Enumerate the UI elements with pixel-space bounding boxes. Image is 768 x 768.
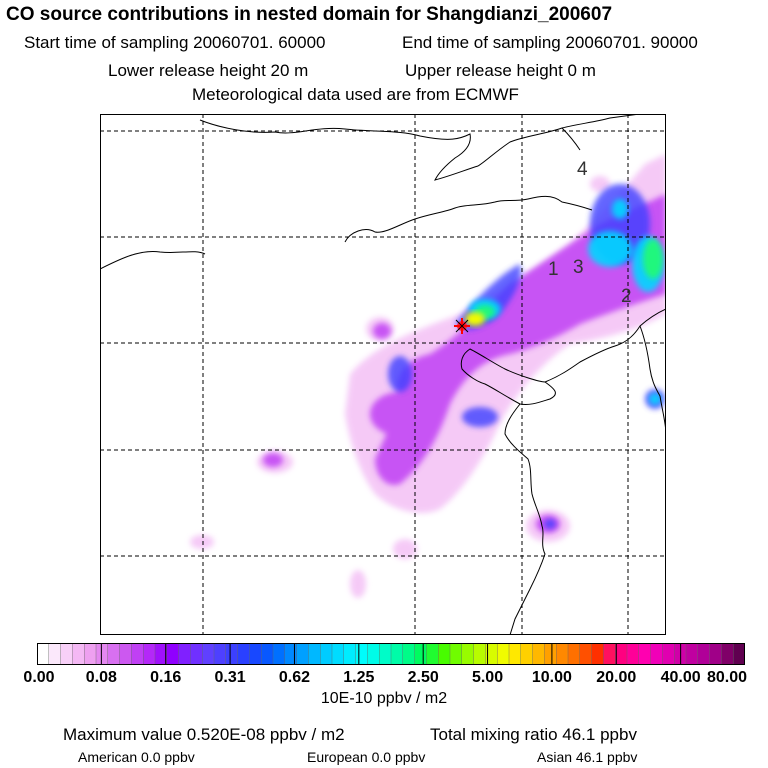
total-mixing-ratio-label: Total mixing ratio 46.1 ppbv <box>430 725 637 744</box>
colorbar-cell <box>272 643 286 665</box>
colorbar-cell <box>508 643 522 665</box>
colorbar-units: 10E-10 ppbv / m2 <box>320 690 448 707</box>
colorbar-cell <box>367 643 380 665</box>
colorbar-cell <box>638 643 652 665</box>
colorbar-cell <box>615 643 628 665</box>
colorbar-cell <box>48 643 62 665</box>
colorbar-cell <box>532 643 545 665</box>
colorbar-cell <box>166 643 180 665</box>
colorbar-tick-label: 2.50 <box>407 669 439 686</box>
colorbar-tick-label: 0.31 <box>214 669 246 686</box>
colorbar-cell <box>461 643 475 665</box>
colorbar-cell <box>650 643 663 665</box>
colorbar-cell <box>591 643 604 665</box>
colorbar-cell <box>414 643 427 665</box>
colorbar-tick-label: 0.16 <box>150 669 182 686</box>
colorbar-cell <box>379 643 392 665</box>
colorbar-cell <box>497 643 510 665</box>
colorbar-cell <box>579 643 593 665</box>
colorbar-cell <box>249 643 262 665</box>
colorbar-cell <box>107 643 121 665</box>
map-frame <box>100 114 666 635</box>
colorbar-cell <box>296 643 309 665</box>
plume-yellow <box>465 312 485 326</box>
lower-release-height-label: Lower release height 20 m <box>108 61 309 80</box>
colorbar-cell <box>119 643 132 665</box>
colorbar-cell <box>213 643 227 665</box>
region-label-2: 2 <box>621 286 632 307</box>
colorbar-tick-label: 80.00 <box>706 669 748 686</box>
colorbar-tick-label: 0.08 <box>85 669 117 686</box>
colorbar-tick-label: 5.00 <box>471 669 504 686</box>
colorbar-cell <box>567 643 581 665</box>
colorbar-cell <box>473 643 486 665</box>
maximum-value-label: Maximum value 0.520E-08 ppbv / m2 <box>63 725 345 744</box>
colorbar-cell <box>685 643 699 665</box>
meteorological-data-label: Meteorological data used are from ECMWF <box>192 85 519 104</box>
colorbar-cell <box>320 643 333 665</box>
colorbar-tick-label: 1.25 <box>343 669 375 686</box>
colorbar-cell <box>308 643 321 665</box>
colorbar-tick-label: 0.62 <box>278 669 311 686</box>
colorbar-cell <box>201 643 215 665</box>
upper-release-height-label: Upper release height 0 m <box>405 61 596 80</box>
colorbar-cell <box>237 643 250 665</box>
plot-title: CO source contributions in nested domain… <box>6 4 613 25</box>
colorbar-cell <box>733 643 745 665</box>
colorbar-cell <box>402 643 416 665</box>
colorbar-cell <box>721 643 734 665</box>
colorbar-cell <box>603 643 616 665</box>
colorbar-cell <box>449 643 463 665</box>
start-time-label: Start time of sampling 20060701. 60000 <box>24 33 326 52</box>
colorbar-cell <box>72 643 85 665</box>
colorbar-cell <box>225 643 239 665</box>
colorbar-cell <box>426 643 439 665</box>
colorbar-cell <box>131 643 144 665</box>
colorbar-cell <box>60 643 73 665</box>
colorbar-cell <box>390 643 404 665</box>
receptor-site-marker <box>454 318 470 334</box>
colorbar-cell <box>544 643 557 665</box>
colorbar-cell <box>84 643 97 665</box>
colorbar-cell <box>95 643 109 665</box>
colorbar-cell <box>520 643 534 665</box>
colorbar-tick-label: 40.00 <box>660 669 701 686</box>
american-contribution: American 0.0 ppbv <box>78 749 195 765</box>
colorbar-cell <box>260 643 274 665</box>
colorbar-tick-label: 10.00 <box>531 669 572 686</box>
concentration-map: 4 1 3 2 <box>100 114 666 635</box>
asian-contribution: Asian 46.1 ppbv <box>537 749 638 765</box>
region-label-3: 3 <box>573 257 584 278</box>
lat-lon-grid <box>100 114 666 635</box>
colorbar-cell <box>284 643 298 665</box>
colorbar <box>37 643 745 665</box>
colorbar-cell <box>37 643 50 665</box>
colorbar-tick-label: 0.00 <box>23 669 55 686</box>
colorbar-cell <box>190 643 203 665</box>
colorbar-cell <box>355 643 368 665</box>
colorbar-cell <box>626 643 640 665</box>
colorbar-cell <box>178 643 191 665</box>
colorbar-cell <box>709 643 722 665</box>
region-label-1: 1 <box>548 259 559 280</box>
colorbar-cell <box>142 643 156 665</box>
colorbar-cell <box>697 643 711 665</box>
end-time-label: End time of sampling 20060701. 90000 <box>402 33 698 52</box>
region-label-4: 4 <box>577 159 588 180</box>
colorbar-cell <box>662 643 675 665</box>
colorbar-tick-label: 20.00 <box>596 669 637 686</box>
european-contribution: European 0.0 ppbv <box>307 749 426 765</box>
colorbar-cell <box>343 643 357 665</box>
colorbar-cell <box>331 643 345 665</box>
colorbar-cell <box>438 643 451 665</box>
coastlines <box>100 114 666 635</box>
colorbar-cell <box>556 643 569 665</box>
